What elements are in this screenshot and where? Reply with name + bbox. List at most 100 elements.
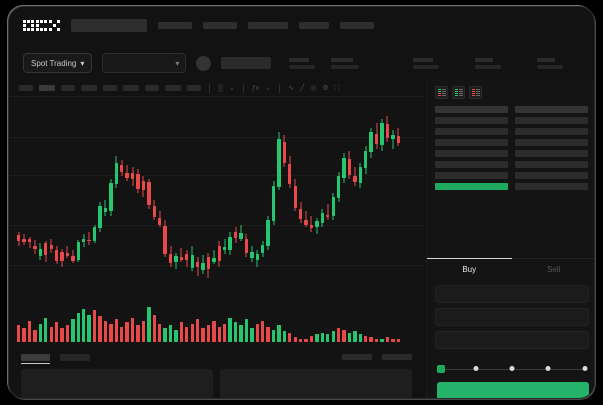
slider-handle[interactable]: [437, 365, 445, 373]
volume-bar: [174, 329, 178, 342]
total-field[interactable]: [435, 331, 589, 349]
trade-sidebar: Buy Sell: [426, 80, 594, 398]
settings-icon[interactable]: ⚙: [322, 84, 329, 92]
orderbook-row-highlight[interactable]: [435, 183, 508, 190]
bottom-panels: [9, 369, 424, 398]
nav-item-1[interactable]: [158, 21, 192, 29]
orderbook-row[interactable]: [435, 139, 508, 146]
indicators-icon[interactable]: ƒx: [251, 84, 260, 92]
candle: [147, 107, 151, 292]
line-tool-icon[interactable]: ∿: [288, 84, 294, 92]
volume-bar: [44, 317, 48, 342]
toolbar-divider: [242, 83, 244, 93]
volume-bar: [120, 326, 124, 342]
orderbook-row[interactable]: [515, 128, 588, 135]
candle: [380, 107, 384, 292]
volume-bar: [293, 337, 297, 342]
nav-item-5[interactable]: [340, 21, 374, 29]
timeframe-button[interactable]: [187, 85, 201, 91]
depth-both-icon[interactable]: [435, 86, 448, 99]
pencil-icon[interactable]: ╱: [300, 84, 305, 92]
volume-bar: [147, 307, 151, 342]
orderbook-row[interactable]: [435, 172, 508, 179]
volume-bar: [82, 308, 86, 342]
orderbook[interactable]: [427, 104, 594, 190]
positions-panel[interactable]: [220, 369, 412, 398]
timeframe-button[interactable]: [61, 85, 75, 91]
orderbook-row[interactable]: [435, 128, 508, 135]
market-stat: [331, 57, 360, 69]
candle: [125, 107, 129, 292]
slider-stop-75[interactable]: [545, 366, 551, 371]
nav-item-4[interactable]: [299, 21, 329, 29]
bottom-action-1[interactable]: [342, 354, 372, 360]
timeframe-button-active[interactable]: [39, 85, 55, 91]
volume-bar: [304, 338, 308, 342]
candle-type-icon[interactable]: ▒: [218, 84, 223, 92]
search-input[interactable]: [71, 18, 147, 32]
orderbook-row[interactable]: [435, 117, 508, 124]
orderbook-row[interactable]: [515, 117, 588, 124]
market-info-bar: Spot Trading ▾ ▾: [9, 48, 594, 78]
candle: [185, 107, 189, 292]
candle: [17, 107, 21, 292]
market-stat: [413, 57, 440, 69]
nav-item-2[interactable]: [203, 21, 237, 29]
slider-stop-25[interactable]: [473, 366, 479, 371]
price-chart[interactable]: [9, 97, 424, 347]
orderbook-row[interactable]: [515, 172, 588, 179]
candle: [266, 107, 270, 292]
timeframe-button[interactable]: [19, 85, 33, 91]
candle: [315, 107, 319, 292]
timeframe-button[interactable]: [145, 85, 159, 91]
orderbook-row[interactable]: [515, 139, 588, 146]
candle: [22, 107, 26, 292]
timeframe-button[interactable]: [165, 85, 181, 91]
orderbook-row[interactable]: [515, 183, 588, 190]
candle: [98, 107, 102, 292]
submit-buy-button[interactable]: [437, 382, 589, 398]
volume-bar: [60, 328, 64, 342]
volume-bar: [309, 335, 314, 342]
orderbook-row[interactable]: [515, 161, 588, 168]
amount-field[interactable]: [435, 308, 589, 326]
market-stat: [475, 57, 502, 69]
tab-sell[interactable]: Sell: [511, 258, 594, 279]
volume-bar: [185, 326, 189, 342]
slider-stop-50[interactable]: [509, 366, 515, 371]
orderbook-header: [435, 106, 508, 113]
fullscreen-icon[interactable]: ⛶: [334, 84, 340, 92]
percent-slider[interactable]: [437, 365, 589, 375]
candle-dropdown-icon[interactable]: ⌄: [228, 84, 235, 92]
bottom-tab-orders[interactable]: [21, 353, 50, 361]
bottom-tab-positions[interactable]: [60, 353, 90, 361]
pair-select-dropdown[interactable]: ▾: [102, 53, 187, 73]
trade-mode-dropdown[interactable]: Spot Trading ▾: [23, 53, 93, 73]
slider-stop-100[interactable]: [582, 366, 588, 371]
volume-bar: [22, 328, 26, 342]
candle: [331, 107, 335, 292]
candle: [282, 107, 287, 292]
indicators-dropdown-icon[interactable]: ⌄: [265, 84, 272, 92]
timeframe-button[interactable]: [103, 85, 117, 91]
depth-asks-icon[interactable]: [469, 86, 482, 99]
camera-icon[interactable]: ◎: [310, 84, 317, 92]
timeframe-button[interactable]: [123, 85, 139, 91]
okx-logo-icon[interactable]: [23, 19, 60, 31]
orderbook-row[interactable]: [435, 150, 508, 157]
timeframe-button[interactable]: [81, 85, 97, 91]
price-field[interactable]: [435, 285, 589, 303]
candle: [217, 107, 221, 292]
candle: [82, 107, 86, 292]
nav-item-3[interactable]: [248, 21, 288, 29]
candle: [212, 107, 216, 292]
depth-bids-icon[interactable]: [452, 86, 465, 99]
volume-bar: [206, 325, 211, 342]
orderbook-row[interactable]: [435, 161, 508, 168]
tab-buy[interactable]: Buy: [427, 258, 512, 279]
chevron-down-icon: ▾: [80, 58, 85, 68]
bottom-action-2[interactable]: [382, 354, 412, 360]
volume-bar: [239, 325, 243, 342]
orderbook-row[interactable]: [515, 150, 588, 157]
orders-panel[interactable]: [21, 369, 213, 398]
